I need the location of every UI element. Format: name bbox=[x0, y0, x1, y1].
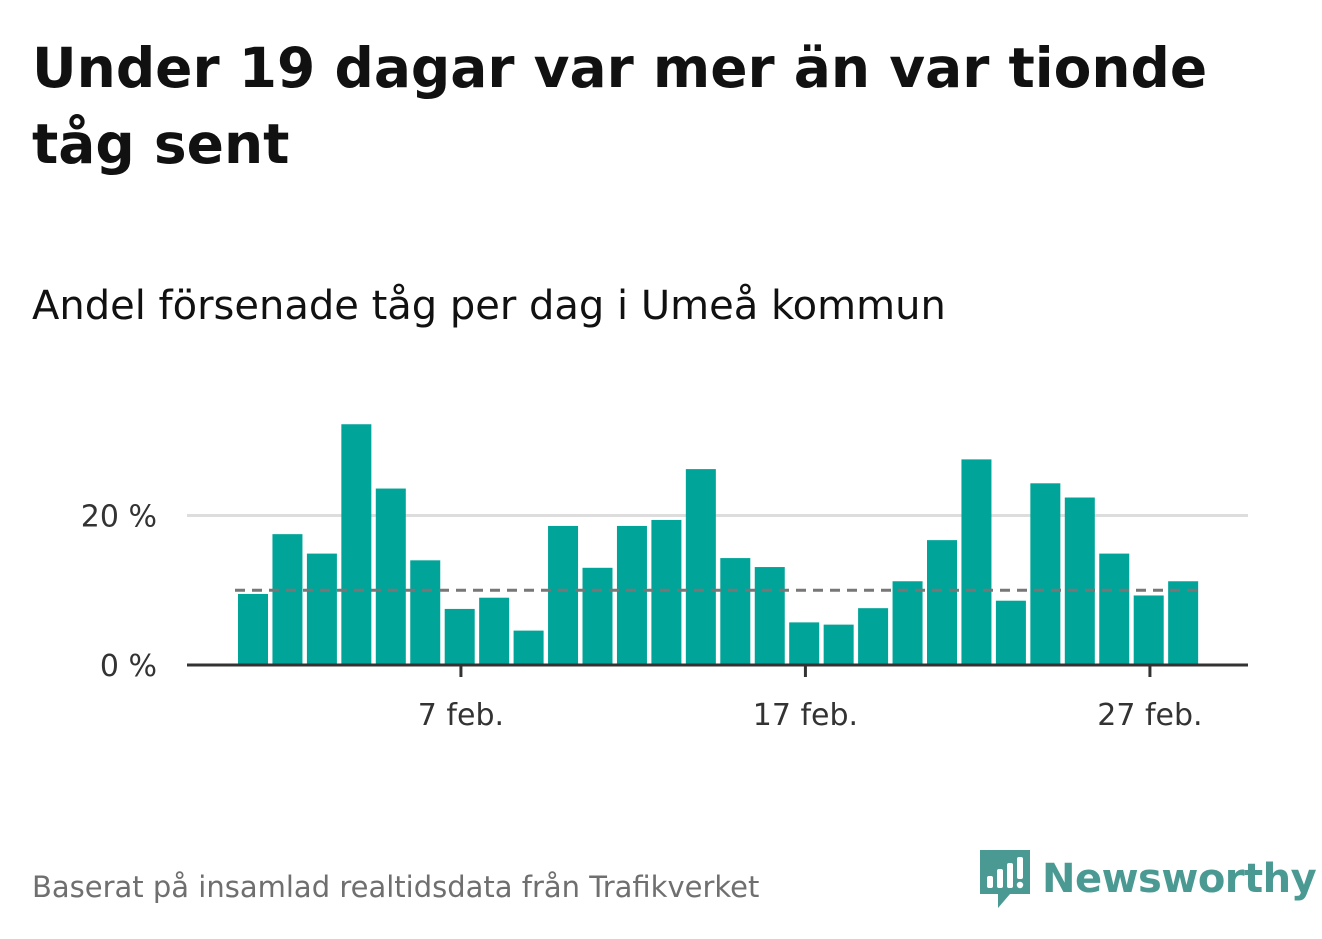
bar bbox=[238, 593, 268, 665]
bar bbox=[789, 622, 820, 665]
bar bbox=[375, 488, 406, 665]
bar bbox=[272, 534, 303, 665]
bar bbox=[892, 581, 923, 665]
logo-text: Newsworthy bbox=[1042, 856, 1317, 902]
bar bbox=[479, 597, 510, 665]
chart-subtitle: Andel försenade tåg per dag i Umeå kommu… bbox=[32, 283, 946, 329]
x-tick-label: 17 feb. bbox=[753, 698, 858, 733]
bar bbox=[754, 567, 785, 665]
chart-title: Under 19 dagar var mer än var tionde tåg… bbox=[32, 36, 1208, 176]
bar bbox=[1030, 483, 1061, 665]
bar bbox=[961, 459, 992, 665]
bar bbox=[1133, 595, 1164, 665]
x-tick-label: 27 feb. bbox=[1097, 698, 1202, 733]
bar-chart-speech-bubble-icon bbox=[980, 850, 1030, 908]
bar bbox=[927, 540, 957, 665]
bar bbox=[720, 558, 751, 665]
newsworthy-logo: Newsworthy bbox=[978, 848, 1317, 910]
bar bbox=[651, 519, 682, 665]
bar bbox=[1064, 497, 1095, 665]
bar bbox=[341, 424, 372, 665]
bar bbox=[582, 567, 613, 665]
bar bbox=[858, 608, 889, 665]
source-note: Baserat på insamlad realtidsdata från Tr… bbox=[32, 870, 760, 904]
bar bbox=[616, 525, 647, 665]
y-tick-label: 20 % bbox=[81, 499, 157, 534]
bar bbox=[685, 469, 716, 665]
bar bbox=[410, 560, 441, 665]
bars bbox=[238, 424, 1199, 665]
bar bbox=[823, 624, 854, 665]
x-tick-label: 7 feb. bbox=[418, 698, 504, 733]
bar bbox=[1099, 553, 1130, 665]
bar bbox=[444, 608, 475, 665]
bar bbox=[513, 630, 544, 665]
axes: 0 % 20 % 7 feb. 17 feb. 27 feb. bbox=[81, 499, 1248, 733]
bar bbox=[548, 525, 579, 665]
bar bbox=[1168, 581, 1199, 665]
y-tick-label: 0 % bbox=[100, 649, 157, 684]
bar bbox=[306, 553, 337, 665]
bar bbox=[995, 600, 1026, 665]
